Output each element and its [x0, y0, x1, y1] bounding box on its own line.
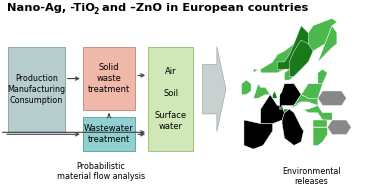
Text: Wastewater
treatment: Wastewater treatment [84, 124, 134, 144]
Polygon shape [313, 127, 328, 145]
Polygon shape [318, 91, 346, 105]
Polygon shape [261, 95, 284, 124]
Text: and –ZnO in European countries: and –ZnO in European countries [98, 3, 309, 13]
Polygon shape [241, 80, 251, 95]
Polygon shape [282, 109, 304, 145]
Polygon shape [244, 120, 273, 149]
Polygon shape [202, 47, 226, 132]
Polygon shape [318, 69, 328, 84]
Polygon shape [289, 40, 313, 77]
Polygon shape [280, 102, 301, 113]
FancyBboxPatch shape [83, 118, 135, 151]
Text: 2: 2 [93, 7, 99, 16]
Polygon shape [328, 120, 351, 135]
Polygon shape [313, 120, 328, 127]
Polygon shape [304, 105, 332, 120]
Polygon shape [261, 18, 337, 77]
Polygon shape [254, 69, 270, 98]
Polygon shape [301, 84, 323, 98]
Polygon shape [280, 84, 301, 109]
FancyBboxPatch shape [8, 47, 65, 132]
Text: Environmental
releases: Environmental releases [282, 167, 340, 186]
Text: Air

Soil

Surface
water: Air Soil Surface water [155, 67, 187, 131]
Text: Production
Manufacturing
Consumption: Production Manufacturing Consumption [7, 74, 66, 105]
Text: Nano-Ag, -TiO: Nano-Ag, -TiO [7, 3, 95, 13]
FancyBboxPatch shape [148, 47, 193, 151]
Polygon shape [277, 26, 308, 69]
Text: Solid
waste
treatment: Solid waste treatment [88, 63, 130, 94]
Polygon shape [273, 91, 282, 98]
Polygon shape [318, 26, 337, 62]
Text: Probabilistic
material flow analysis: Probabilistic material flow analysis [57, 162, 145, 181]
Polygon shape [294, 95, 318, 105]
Polygon shape [284, 69, 294, 80]
FancyBboxPatch shape [83, 47, 135, 110]
